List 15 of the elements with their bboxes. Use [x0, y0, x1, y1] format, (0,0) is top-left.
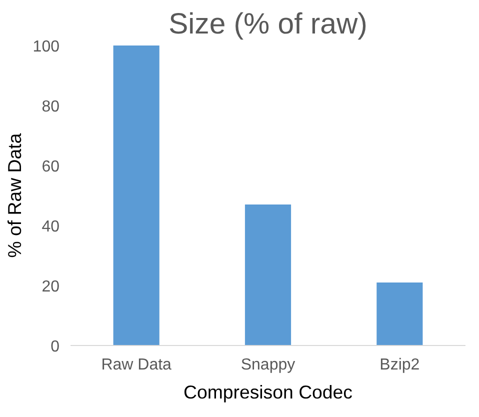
x-tick-label: Raw Data [101, 356, 172, 374]
y-tick-label: 100 [32, 38, 60, 56]
y-tick-label: 40 [42, 218, 60, 236]
chart-title: Size (% of raw) [168, 8, 368, 40]
y-axis-title: % of Raw Data [4, 132, 25, 258]
x-tick-label: Snappy [240, 356, 296, 374]
bar [244, 204, 292, 346]
y-tick-label: 20 [42, 278, 60, 296]
bar [113, 46, 160, 346]
y-tick-label: 60 [42, 158, 60, 176]
bar [376, 282, 423, 346]
x-tick-label: Bzip2 [380, 356, 420, 374]
y-tick-label: 80 [42, 98, 60, 116]
x-axis-title: Compresison Codec [183, 382, 353, 402]
y-tick-label: 0 [50, 338, 60, 356]
